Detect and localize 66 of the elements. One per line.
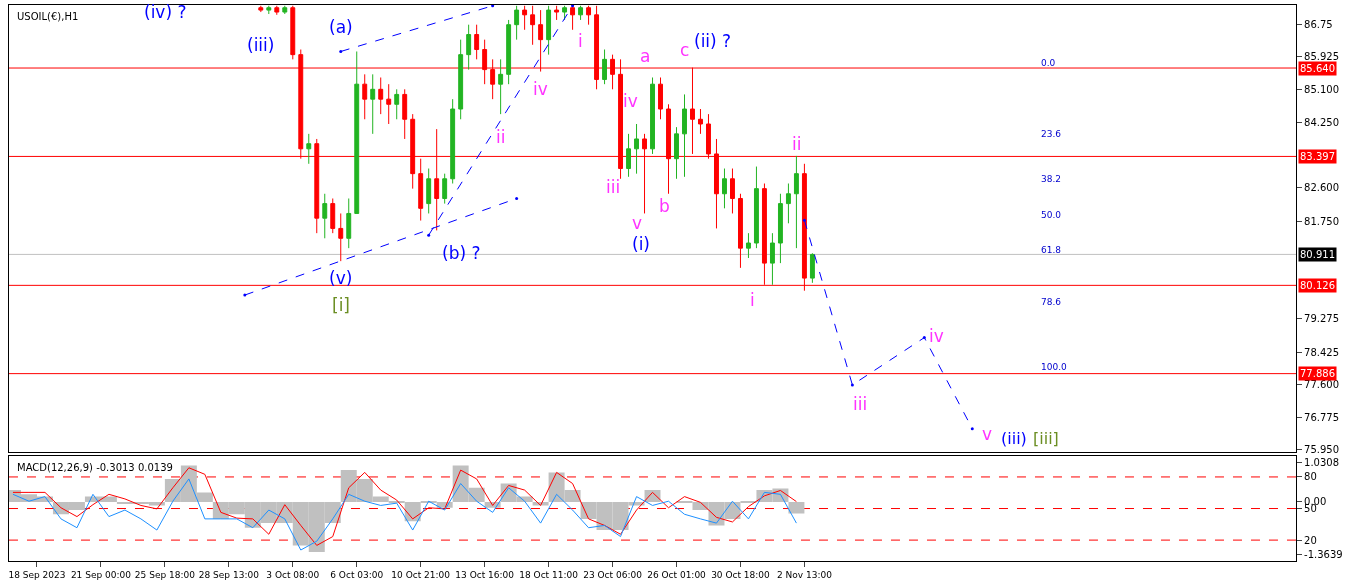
x-tick-label: 6 Oct 03:00 (330, 569, 384, 580)
y-tick-label: 85.100 (1304, 83, 1340, 95)
y-tick-label: -1.3639 (1304, 548, 1343, 560)
ref-line-label: 85.640 (1300, 63, 1335, 74)
x-tick-label: 18 Oct 11:00 (519, 569, 579, 580)
annotation: (iii) (247, 35, 275, 55)
y2-tick-label: 80 (1304, 471, 1317, 483)
text: USOIL(€),H1 (17, 11, 79, 22)
x-tick-label: 25 Sep 18:00 (134, 569, 196, 580)
y-tick-label: 84.250 (1304, 117, 1340, 129)
annotation: 0.0 (1041, 58, 1056, 68)
x-tick-label: 3 Oct 08:00 (266, 569, 320, 580)
annotation: (v) (329, 268, 353, 288)
x-tick-label: 28 Sep 13:00 (198, 569, 260, 580)
annotation: (iv) ? (144, 2, 187, 22)
annotation: iv (533, 79, 548, 99)
y-tick-label: 82.600 (1304, 182, 1340, 194)
ref-line-label: 80.911 (1300, 249, 1335, 260)
x-tick-label: 30 Oct 18:00 (711, 569, 771, 580)
annotation: iii (853, 394, 868, 414)
annotation: i (578, 31, 583, 51)
annotation: i (750, 290, 755, 310)
annotation: 50.0 (1041, 210, 1062, 220)
x-tick-label: 18 Sep 2023 (8, 569, 66, 580)
annotation: (i) (632, 234, 650, 254)
annotation: 78.6 (1041, 297, 1062, 307)
ref-line-label: 80.126 (1300, 280, 1335, 291)
y-tick-label: 86.75 (1304, 18, 1333, 30)
y-tick-label: 77.600 (1304, 379, 1340, 391)
x-tick-label: 2 Nov 13:00 (776, 569, 833, 580)
annotation: b (659, 196, 670, 216)
y-tick-label: 78.425 (1304, 346, 1340, 358)
annotation: v (982, 424, 993, 444)
annotation: [iii] (1033, 429, 1059, 448)
y-tick-label: 75.950 (1304, 444, 1340, 456)
ref-line-label: 83.397 (1300, 151, 1335, 162)
x-tick-label: 10 Oct 21:00 (391, 569, 451, 580)
annotation: iv (929, 326, 944, 346)
annotation: ii (792, 134, 802, 154)
annotation: c (680, 40, 690, 60)
annotation: (ii) ? (694, 31, 732, 51)
y-tick-label: 79.275 (1304, 313, 1340, 325)
annotation: 100.0 (1041, 362, 1068, 372)
y-tick-label: 81.750 (1304, 215, 1340, 227)
annotation: (b) ? (442, 243, 481, 263)
annotation: ii (496, 127, 506, 147)
x-tick-label: 26 Oct 01:00 (647, 569, 707, 580)
y-tick-label: 76.775 (1304, 411, 1340, 423)
x-tick-label: 21 Sep 00:00 (70, 569, 132, 580)
annotation: (iii) (1001, 429, 1027, 448)
y-tick-label: 1.0308 (1304, 456, 1340, 468)
x-tick-label: 13 Oct 16:00 (455, 569, 515, 580)
ref-line-label: 77.886 (1300, 368, 1335, 379)
annotation: 61.8 (1041, 245, 1062, 255)
annotation: 38.2 (1041, 174, 1062, 184)
annotation: v (632, 213, 643, 233)
annotation: a (640, 46, 651, 66)
annotation: (a) (329, 17, 353, 37)
y2-tick-label: 20 (1304, 534, 1317, 546)
annotation: 23.6 (1041, 129, 1062, 139)
annotation: iv (623, 91, 638, 111)
annotation: [i] (332, 295, 350, 315)
x-tick-label: 23 Oct 06:00 (583, 569, 643, 580)
text: MACD(12,26,9) -0.3013 0.0139 (17, 462, 173, 473)
y-tick-label: 85.925 (1304, 51, 1340, 63)
annotation: iii (606, 177, 621, 197)
